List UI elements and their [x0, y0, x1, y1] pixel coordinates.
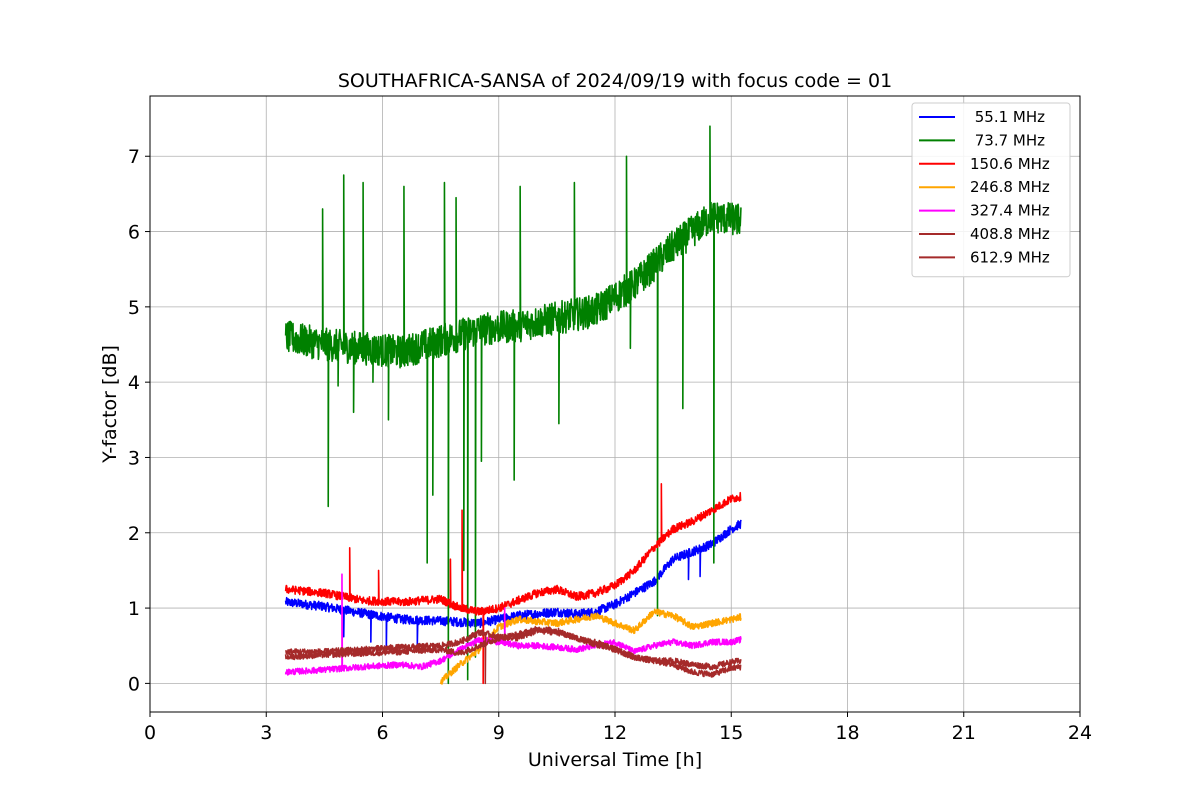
legend-label: 150.6 MHz [970, 155, 1050, 173]
series-line-6 [284, 626, 742, 678]
series-line-7 [284, 627, 742, 685]
x-tick-label: 6 [376, 722, 388, 744]
y-tick-label: 7 [128, 146, 140, 168]
series-line-5 [284, 573, 742, 676]
x-tick-label: 9 [493, 722, 505, 744]
x-tick-label: 24 [1068, 722, 1092, 744]
legend-label: 55.1 MHz [970, 108, 1045, 126]
x-tick-label: 12 [603, 722, 627, 744]
x-tick-label: 0 [144, 722, 156, 744]
y-tick-label: 1 [128, 598, 140, 620]
series-line-3 [284, 483, 742, 685]
y-tick-label: 5 [128, 297, 140, 319]
x-tick-label: 15 [719, 722, 743, 744]
series-line-1 [284, 519, 742, 651]
chart-title: SOUTHAFRICA-SANSA of 2024/09/19 with foc… [338, 70, 892, 92]
legend: 55.1 MHz 73.7 MHz 150.6 MHz 246.8 MHz 327.4… [911, 102, 1071, 278]
x-tick-label: 18 [835, 722, 859, 744]
y-tick-label: 6 [128, 222, 140, 244]
legend-label: 327.4 MHz [970, 202, 1050, 220]
y-axis-label: Y-factor [dB] [99, 345, 121, 464]
series-layer [284, 125, 742, 685]
x-axis-label: Universal Time [h] [528, 749, 702, 771]
y-tick-label: 0 [128, 673, 140, 695]
y-tick-label: 2 [128, 523, 140, 545]
y-tick-label: 3 [128, 447, 140, 469]
y-tick-label: 4 [128, 372, 140, 394]
legend-label: 408.8 MHz [970, 225, 1050, 243]
legend-label: 73.7 MHz [970, 131, 1045, 149]
legend-label: 612.9 MHz [970, 248, 1050, 266]
x-tick-label: 3 [260, 722, 272, 744]
series-line-2 [284, 125, 742, 685]
legend-label: 246.8 MHz [970, 178, 1050, 196]
x-tick-label: 21 [952, 722, 976, 744]
